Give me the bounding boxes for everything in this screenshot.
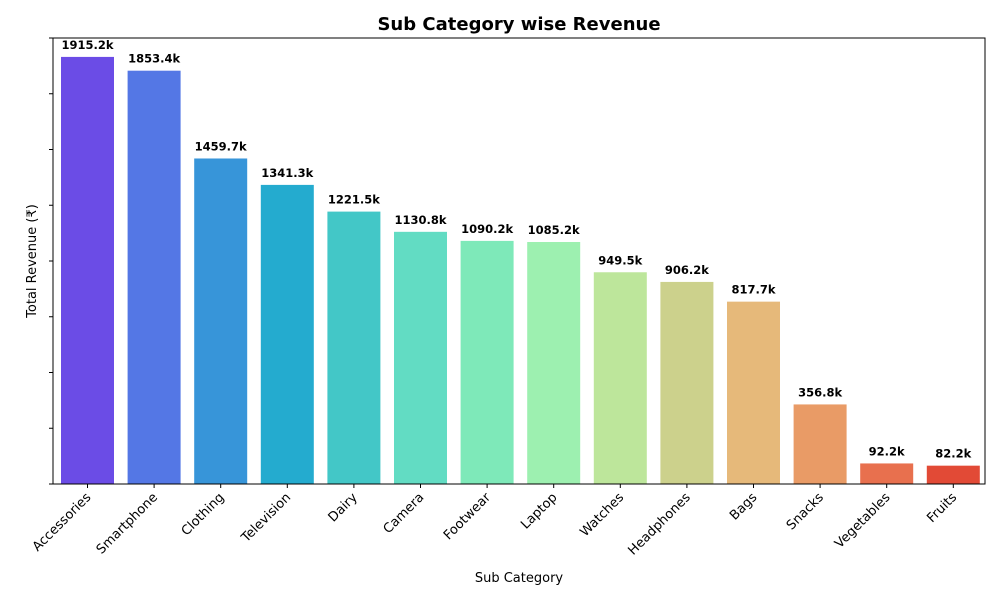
x-tick-label: Bags: [727, 490, 760, 523]
bar-television: [260, 184, 314, 484]
data-label: 1341.3k: [261, 166, 313, 180]
x-tick-label: Watches: [577, 490, 627, 540]
x-tick-label: Laptop: [518, 490, 560, 532]
chart-title: Sub Category wise Revenue: [377, 14, 660, 35]
bar-camera: [394, 231, 447, 484]
bar-vegetables: [860, 463, 914, 484]
x-tick-label: Television: [238, 490, 294, 546]
x-tick-label: Footwear: [441, 490, 494, 543]
data-label: 906.2k: [665, 263, 709, 277]
bar-watches: [593, 272, 647, 484]
bar-snacks: [793, 404, 847, 484]
x-tick-label: Clothing: [179, 490, 228, 539]
x-axis-ticks: Accessories Smartphone Clothing Television D…: [30, 484, 960, 558]
bar-accessories: [61, 56, 114, 484]
data-label: 1130.8k: [394, 213, 446, 227]
x-tick-label: Accessories: [30, 490, 95, 555]
bar-bags: [727, 301, 780, 484]
x-axis-label: Sub Category: [475, 571, 564, 586]
bars-group: [61, 56, 980, 485]
data-label: 82.2k: [935, 447, 971, 461]
data-label: 1853.4k: [128, 52, 180, 66]
x-tick-label: Vegetables: [832, 490, 894, 552]
bar-headphones: [660, 281, 714, 484]
data-label: 356.8k: [798, 385, 842, 399]
plot-frame: [52, 37, 986, 485]
bar-clothing: [194, 158, 248, 485]
bar-footwear: [460, 240, 514, 484]
bar-dairy: [327, 211, 381, 484]
data-labels-group: 1915.2k 1853.4k 1459.7k 1341.3k 1221.5k 1130.…: [61, 38, 971, 461]
bar-fruits: [926, 465, 980, 484]
y-axis-ticks: [49, 37, 53, 485]
x-tick-label: Dairy: [326, 490, 361, 525]
data-label: 1459.7k: [195, 139, 247, 153]
data-label: 1085.2k: [528, 223, 580, 237]
data-label: 1221.5k: [328, 193, 380, 207]
x-tick-label: Snacks: [784, 490, 827, 533]
x-tick-label: Camera: [381, 490, 428, 537]
x-tick-label: Fruits: [924, 490, 960, 526]
data-label: 1090.2k: [461, 222, 513, 236]
data-label: 92.2k: [869, 444, 905, 458]
data-label: 949.5k: [598, 253, 642, 267]
x-tick-label: Smartphone: [94, 490, 161, 557]
bar-smartphone: [127, 70, 181, 484]
data-label: 1915.2k: [61, 38, 113, 52]
y-axis-label: Total Revenue (₹): [25, 204, 40, 319]
x-tick-label: Headphones: [626, 490, 694, 558]
data-label: 817.7k: [731, 283, 775, 297]
bar-laptop: [527, 242, 581, 484]
